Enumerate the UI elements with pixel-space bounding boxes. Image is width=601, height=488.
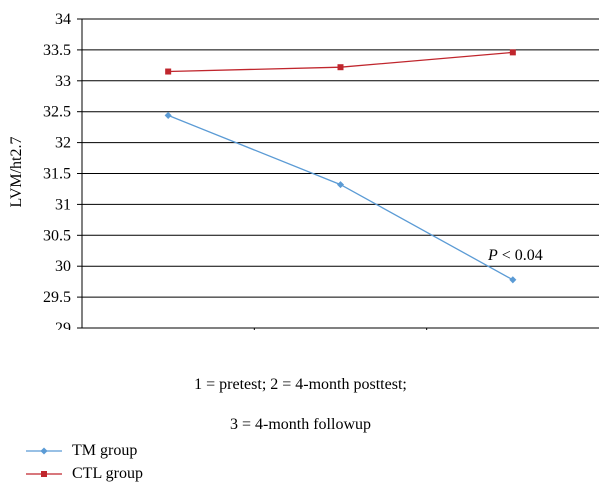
y-tick-label: 30.5 [43, 227, 71, 244]
legend-label-tm: TM group [72, 442, 138, 459]
y-tick-label: 29 [55, 320, 71, 330]
p-value-annotation: P < 0.04 [487, 247, 543, 264]
series-lines [167, 51, 514, 281]
data-point-tm-group [164, 111, 172, 119]
x-axis-title-line-2: 3 = 4-month followup [229, 416, 371, 433]
y-tick-label: 29.5 [43, 289, 71, 306]
data-point-ctl-group [165, 68, 172, 75]
data-point-ctl-group [509, 49, 516, 56]
x-axis-title-line-1: 1 = pretest; 2 = 4-month posttest; [194, 376, 407, 393]
y-tick-label: 30 [55, 258, 71, 275]
data-point-tm-group [509, 276, 517, 284]
y-axis-title: LVM/ht2.7 [8, 137, 25, 208]
y-tick-label: 33.5 [43, 42, 71, 59]
y-tick-label: 31.5 [43, 166, 71, 183]
series-markers [164, 49, 517, 284]
p-value-text: < 0.04 [498, 247, 543, 264]
legend-swatch-tm [26, 447, 62, 455]
y-tick-label: 32 [55, 135, 71, 152]
p-value-symbol: P [487, 247, 498, 264]
axes [77, 18, 599, 330]
y-tick-label: 34 [55, 11, 71, 28]
y-tick-label: 33 [55, 73, 71, 90]
y-tick-label: 31 [55, 196, 71, 213]
y-tick-labels: 29 29.5 30 30.5 31 31.5 32 32.5 33 33.5 34 [43, 11, 71, 330]
legend-swatch-ctl [26, 471, 62, 477]
data-point-ctl-group [337, 64, 344, 71]
y-tick-label: 32.5 [43, 104, 71, 121]
data-point-tm-group [336, 181, 345, 189]
gridlines [82, 18, 599, 298]
legend-label-ctl: CTL group [72, 465, 143, 482]
series-line-tm-group [167, 114, 514, 281]
